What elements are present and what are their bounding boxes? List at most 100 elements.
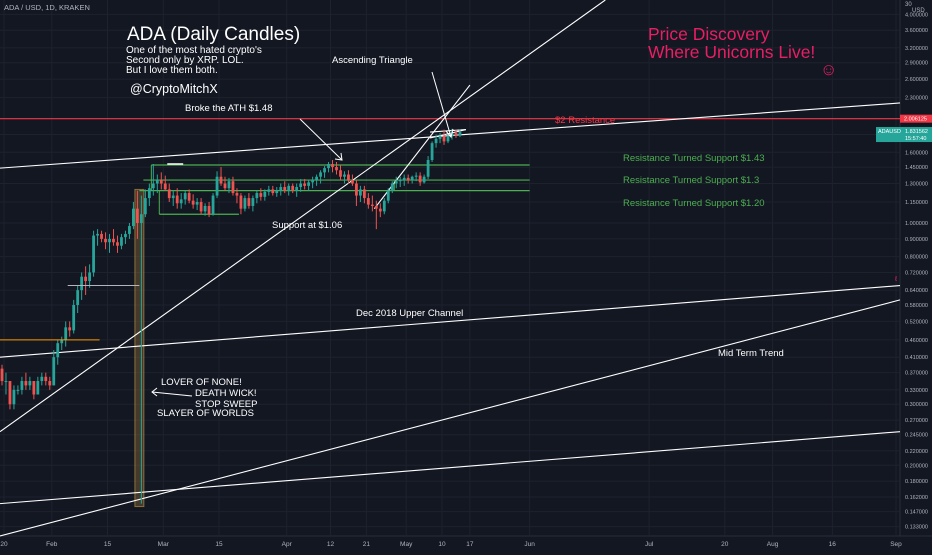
resistance-2-label: $2 Resistance: [555, 115, 615, 126]
price-tick-label: 0.580000: [905, 303, 928, 309]
axis-top-number: 30: [905, 2, 912, 8]
candle-body: [327, 163, 330, 169]
price-tick-label: 1.450000: [905, 165, 928, 171]
ath-arrow: [299, 118, 343, 161]
price-tick-label: 0.300000: [905, 402, 928, 408]
ath-arrowhead: [334, 152, 343, 161]
death-wick-arrow: [151, 391, 193, 397]
candle-body: [347, 174, 350, 181]
death-wick-arrowhead: [151, 387, 158, 397]
candle-body: [207, 205, 211, 215]
candle-body: [195, 201, 199, 205]
author-handle: @CryptoMitchX: [130, 82, 218, 96]
candle-body: [227, 181, 231, 189]
price-tick-label: 1.600000: [905, 150, 928, 156]
candle-body: [335, 167, 338, 171]
candles: [0, 128, 462, 504]
trendline-lower-long-trend: [0, 431, 901, 505]
candle-body: [159, 180, 163, 184]
candle-body: [171, 195, 175, 199]
rts-120-label: Resistance Turned Support $1.20: [623, 198, 765, 209]
candle-body: [319, 172, 322, 177]
candle-body: [406, 177, 410, 181]
smiley-icon: ☺: [820, 60, 837, 79]
candle-body: [100, 233, 103, 239]
trendline-mid-term-trend: [0, 299, 901, 537]
candle-body: [255, 193, 259, 199]
candle-body: [422, 176, 426, 183]
resistance-price-tag: 2.006125: [900, 114, 932, 123]
candle-body: [112, 238, 115, 243]
candle-body: [291, 185, 295, 191]
subtitle-line-3: But I love them both.: [126, 65, 218, 76]
candle-body: [315, 176, 318, 181]
rts-143-label: Resistance Turned Support $1.43: [623, 153, 765, 164]
candle-body: [442, 136, 446, 142]
candle-body: [247, 198, 251, 206]
candle-body: [259, 193, 263, 197]
price-tick-label: 0.460000: [905, 338, 928, 344]
grid: [0, 0, 900, 536]
highlight-bands: [134, 188, 145, 508]
candle-body: [351, 180, 354, 184]
trendline-big-up-trend: [0, 0, 606, 433]
candle-body: [16, 389, 20, 391]
time-tick-label: Sep: [890, 541, 902, 548]
triangle-arrow: [431, 71, 452, 138]
candle-body: [60, 339, 64, 344]
price-tick-label: 0.800000: [905, 255, 928, 261]
candle-body: [44, 376, 48, 382]
candle-body: [295, 187, 299, 191]
subtitle-line-1: One of the most hated crypto's: [126, 45, 262, 56]
candle-body: [8, 381, 12, 405]
candle-body: [231, 181, 235, 194]
candle-body: [116, 242, 119, 246]
time-tick-label: 15: [215, 541, 223, 548]
candle-body: [124, 233, 127, 238]
candle-body: [343, 174, 346, 177]
candle-body: [48, 381, 52, 386]
price-tick-label: 0.180000: [905, 479, 928, 485]
price-tick-label: 0.520000: [905, 319, 928, 325]
price-tick-label: 0.270000: [905, 418, 928, 424]
candle-body: [84, 276, 88, 282]
candle-body: [267, 189, 271, 192]
candle-body: [426, 159, 430, 177]
time-tick-label: 21: [363, 541, 371, 548]
candle-body: [311, 180, 315, 183]
price-tick-label: 0.220000: [905, 449, 928, 455]
resistance-tag-box: [900, 114, 932, 123]
price-tick-label: 0.640000: [905, 288, 928, 294]
candle-body: [398, 180, 402, 182]
candle-body: [366, 198, 370, 205]
dec-channel-label: Dec 2018 Upper Channel: [356, 308, 463, 319]
time-tick-label: 20: [0, 541, 8, 548]
candle-body: [175, 195, 179, 204]
trendline-dec-2018-upper-channel: [0, 285, 901, 358]
candle-body: [24, 381, 28, 386]
candle-body: [120, 237, 123, 246]
candle-body: [211, 195, 215, 215]
death-wick-highlight: [134, 188, 145, 508]
time-tick-label: 15: [104, 541, 112, 548]
candle-body: [40, 376, 44, 382]
last-price-tag-box: [876, 127, 932, 143]
price-tick-label: 3.200000: [905, 46, 928, 52]
candle-body: [203, 205, 207, 212]
candle-body: [410, 176, 414, 181]
candle-body: [414, 175, 418, 177]
candle-body: [303, 183, 307, 186]
candle-body: [28, 381, 32, 386]
candle-body: [64, 327, 68, 340]
trendline-triangle-support: [373, 84, 471, 209]
candle-body: [72, 304, 76, 331]
candle-body: [275, 190, 279, 194]
price-tick-label: 0.370000: [905, 371, 928, 377]
candle-body: [32, 381, 36, 395]
candle-body: [458, 132, 462, 136]
price-tick-label: 0.133000: [905, 525, 928, 531]
candle-body: [88, 272, 91, 282]
price-tick-label: 0.147000: [905, 510, 928, 516]
